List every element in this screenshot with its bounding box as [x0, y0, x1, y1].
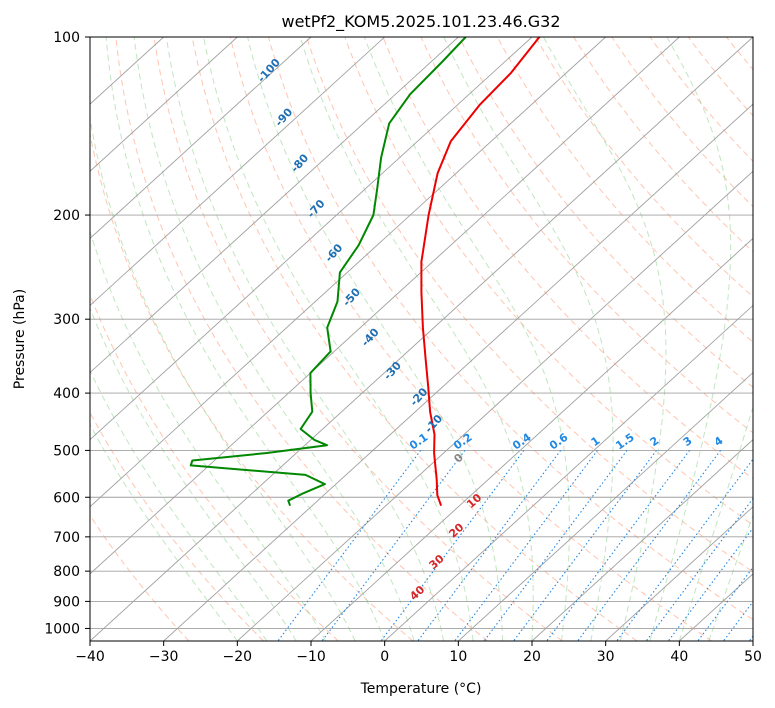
isotherm-gridline: [384, 304, 753, 641]
isotherm-gridline: [90, 37, 459, 374]
moist-adiabat-line: [247, 37, 503, 641]
moist-adiabat-line: [90, 423, 238, 641]
moist-adiabat-line: [649, 37, 732, 641]
moist-adiabat-line: [678, 405, 753, 641]
y-tick-label: 100: [53, 30, 80, 46]
dry-adiabat-line: [90, 293, 339, 641]
x-tick-label: 0: [380, 649, 389, 665]
x-tick-label: −20: [223, 649, 253, 665]
dry-adiabat-line: [344, 37, 753, 526]
dewpoint-line: [189, 37, 467, 507]
dry-adiabat-line: [458, 37, 753, 388]
moist-adiabat-line: [105, 37, 386, 641]
x-tick-label: 20: [523, 649, 541, 665]
y-tick-label: 1000: [44, 621, 80, 637]
y-tick-label: 700: [53, 530, 80, 546]
isotherm-gridline: [90, 37, 533, 441]
dry-adiabat-line: [90, 131, 414, 641]
moist-adiabat-line: [90, 114, 356, 641]
dry-adiabat-line: [535, 37, 753, 298]
moist-adiabat-line: [133, 37, 415, 641]
isotherm-gridline: [90, 37, 680, 575]
background-lines: [90, 37, 753, 641]
dry-adiabat-line: [649, 37, 753, 163]
isotherm-gridline: [90, 37, 606, 508]
chart-title: wetPf2_KOM5.2025.101.23.46.G32: [281, 12, 560, 32]
y-tick-label: 300: [53, 312, 80, 328]
x-tick-label: 10: [449, 649, 467, 665]
y-tick-label: 600: [53, 490, 80, 506]
temperature-line: [420, 37, 541, 507]
dry-adiabat-line: [153, 37, 563, 641]
moist-adiabat-line: [90, 306, 297, 641]
isotherm-gridline: [163, 103, 753, 641]
x-tick-label: 30: [597, 649, 615, 665]
plot-frame: [89, 36, 754, 642]
isotherm-gridline: [458, 371, 753, 641]
y-tick-label: 400: [53, 386, 80, 402]
dry-adiabat-line: [496, 37, 753, 343]
x-tick-label: 40: [670, 649, 688, 665]
y-tick-label: 900: [53, 594, 80, 610]
isotherm-gridline: [90, 37, 312, 239]
moist-adiabat-line: [90, 229, 327, 641]
dry-adiabat-line: [90, 411, 264, 641]
y-tick-label: 800: [53, 564, 80, 580]
x-axis-label: Temperature (°C): [360, 681, 482, 697]
moist-adiabat-line: [443, 37, 614, 641]
dry-adiabat-line: [115, 37, 488, 641]
moist-adiabat-line: [90, 369, 268, 641]
isotherm-gridline: [605, 506, 753, 641]
x-tick-label: −40: [75, 649, 105, 665]
y-axis-label: Pressure (hPa): [12, 289, 28, 389]
dry-adiabat-line: [229, 37, 712, 641]
dry-adiabat-line: [191, 37, 638, 641]
y-tick-label: 200: [53, 208, 80, 224]
sounding-series: [189, 37, 541, 507]
isotherm-gridline: [237, 170, 753, 641]
x-tick-label: 50: [744, 649, 762, 665]
y-tick-label: 500: [53, 443, 80, 459]
isotherm-gridline: [90, 37, 385, 307]
x-axis: −40 −30 −20 −10 0 10 20 30 40 50: [75, 641, 762, 665]
x-tick-label: −30: [149, 649, 179, 665]
isotherm-gridline: [531, 439, 753, 641]
isotherm-gridline: [90, 37, 238, 172]
x-tick-label: −10: [296, 649, 326, 665]
dry-adiabat-line: [306, 37, 753, 573]
moist-adiabat-line: [203, 37, 474, 641]
isotherm-gridline: [310, 237, 753, 641]
dry-adiabat-line: [420, 37, 753, 434]
y-axis: 100 200 300 400 500 600 700 800 900 1000: [44, 30, 90, 637]
pressure-gridlines: [90, 37, 753, 629]
dry-adiabat-line: [573, 37, 753, 253]
moist-adiabat-line: [165, 37, 445, 641]
isotherm-gridline: [90, 37, 753, 641]
